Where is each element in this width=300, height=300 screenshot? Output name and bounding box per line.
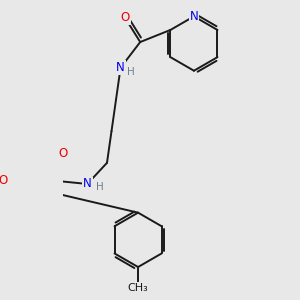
Text: H: H [96, 182, 103, 192]
Text: H: H [127, 67, 135, 77]
Text: O: O [58, 147, 68, 160]
Text: N: N [116, 61, 125, 74]
Text: CH₃: CH₃ [128, 283, 148, 293]
Text: O: O [0, 175, 8, 188]
Text: N: N [83, 178, 92, 190]
Text: N: N [190, 10, 198, 23]
Text: O: O [121, 11, 130, 24]
